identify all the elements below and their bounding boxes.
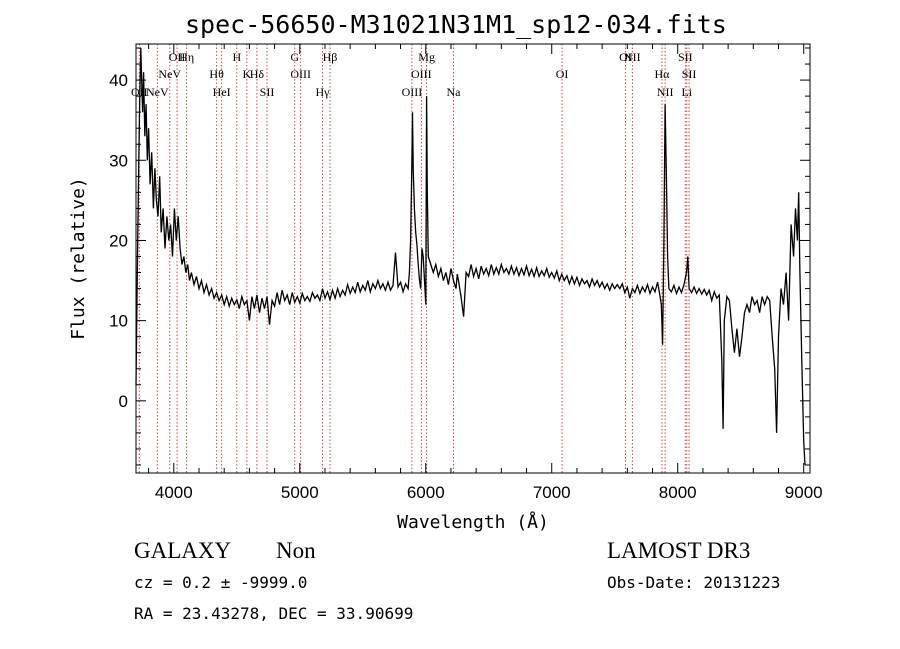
object-class: GALAXY [134,538,232,563]
chart-title: spec-56650-M31021N31M1_sp12-034.fits [185,10,727,39]
spectral-line-label: Hδ [250,67,265,81]
y-axis-label: Flux (relative) [68,177,89,340]
spectral-line-label: HeI [213,85,231,99]
x-tick-label: 8000 [659,483,697,502]
spectral-line-label: Hγ [315,85,330,99]
spectral-line-label: OIII [402,85,423,99]
spectral-line-label: NII [624,50,641,64]
x-tick-label: 6000 [407,483,445,502]
spectral-line-label: Hθ [209,67,224,81]
axes: 4000 5000 6000 7000 8000 9000 0 10 20 30 40 [109,44,823,502]
spectral-line-label: NII [657,85,674,99]
spectrum-series-line [135,47,806,466]
spectral-line-label: Mg [418,50,435,64]
survey-name: LAMOST DR3 [607,538,751,563]
spectral-line-label: K [243,67,252,81]
plot-frame [135,43,811,474]
spectral-line-label: OI [556,67,569,81]
y-tick-label: 0 [119,392,128,411]
y-tick-label: 10 [109,312,128,331]
spectral-line-label: Hα [654,67,670,81]
y-tick-label: 40 [109,71,128,90]
spectral-line-label: NeV [146,85,169,99]
spectral-line-label: OIII [290,67,311,81]
spectral-line-label: Hη [179,50,194,64]
spectral-line-label: SII [682,67,697,81]
object-subclass: Non [276,538,316,563]
y-tick-label: 30 [109,151,128,170]
spectral-line-label: SII [678,50,693,64]
spectral-line-label: SII [260,85,275,99]
x-tick-label: 5000 [281,483,319,502]
coordinates-text: RA = 23.43278, DEC = 33.90699 [134,604,414,623]
spectral-line-label: OIII [411,67,432,81]
x-tick-label: 9000 [785,483,823,502]
obs-date-text: Obs-Date: 20131223 [607,573,781,592]
x-tick-label: 4000 [155,483,193,502]
spectral-line-label: H [232,50,241,64]
spectral-line-label: NeV [158,67,181,81]
x-axis-label: Wavelength (Å) [397,511,549,533]
spectral-line-label: OI [619,50,632,64]
spectral-line-label: Na [446,85,461,99]
spectral-line-label: G [290,50,299,64]
spectral-line-label: Li [681,85,692,99]
y-tick-label: 20 [109,231,128,250]
spectral-line-markers [138,44,690,473]
spectral-line-label: Hβ [323,50,338,64]
spectral-line-label: OII [169,50,186,64]
spectral-line-labels: OIINeVNeVOIIHηHθHeIHKHδSIIGOIIIHγHβOIIIO… [131,50,696,99]
x-tick-label: 7000 [533,483,571,502]
redshift-text: cz = 0.2 ± -9999.0 [134,573,308,592]
